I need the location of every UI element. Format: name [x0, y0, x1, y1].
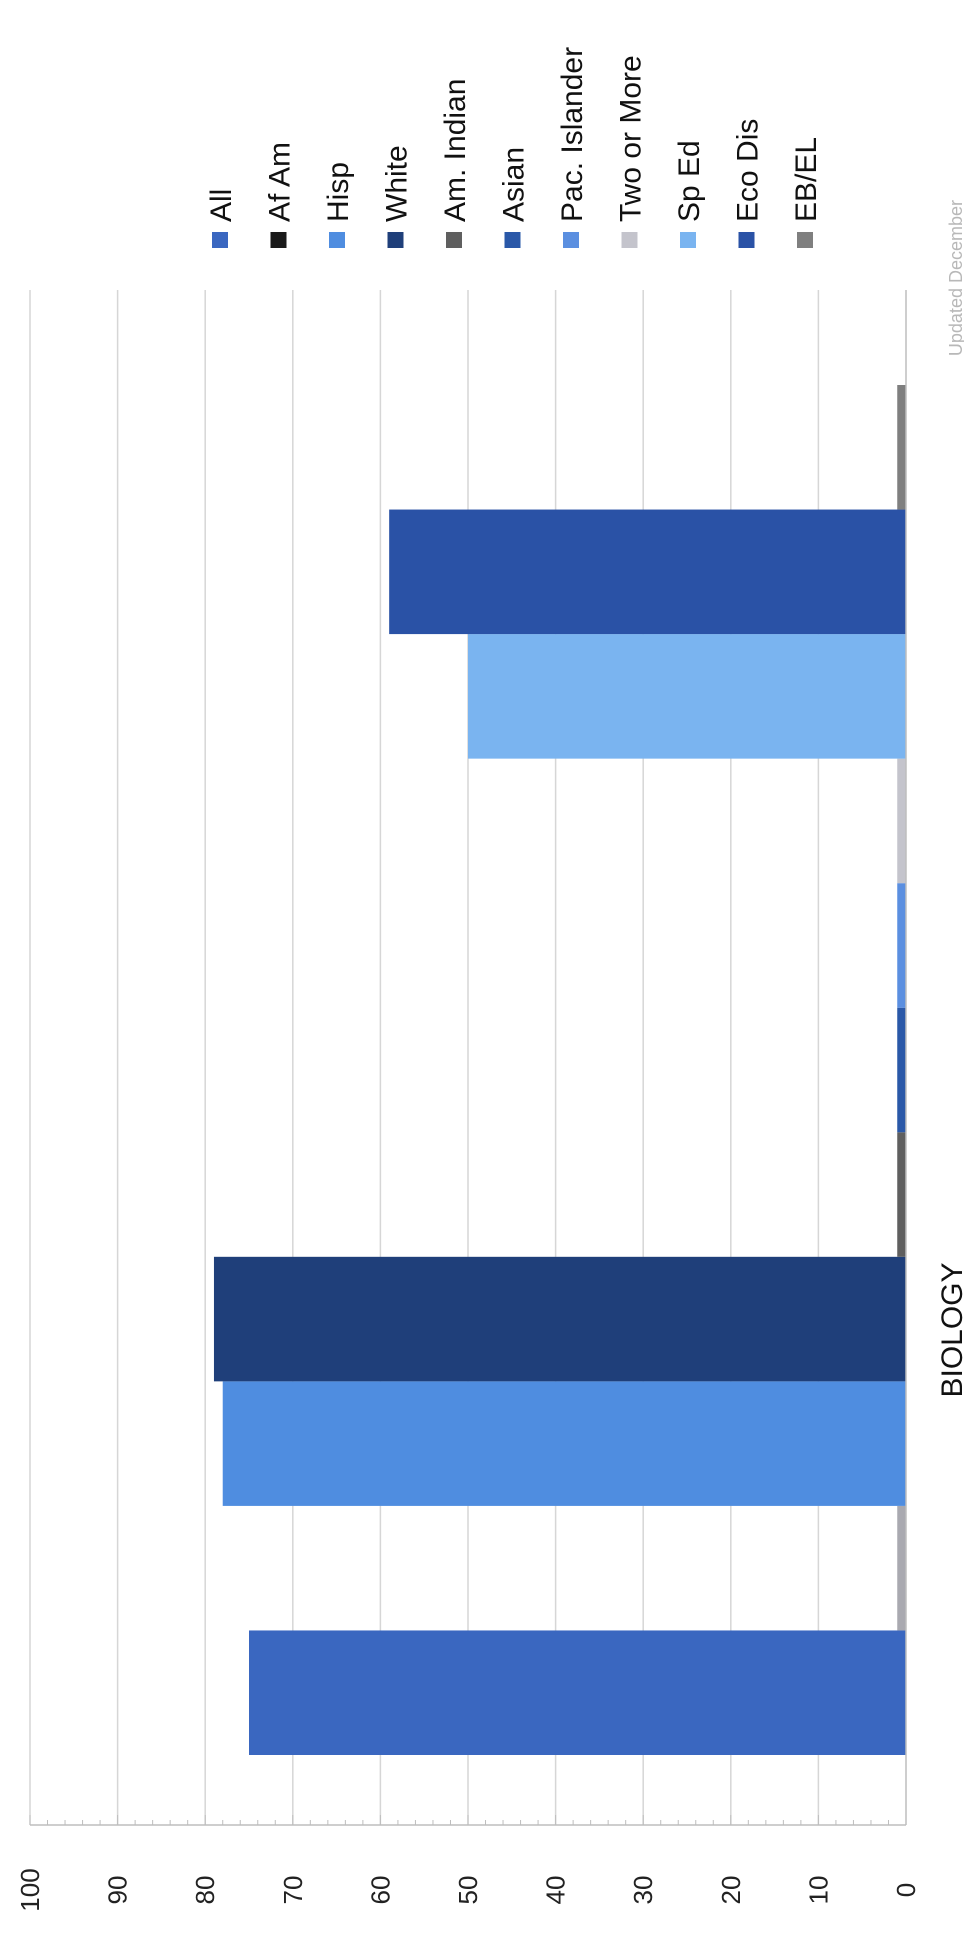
legend-swatch-white [387, 232, 404, 248]
legend-swatch-hisp [329, 232, 345, 248]
legend-label-asian: Asian [498, 147, 531, 222]
legend-label-af-am: Af Am [264, 142, 297, 222]
bar-am-indian [897, 1132, 906, 1257]
legend-label-eco-dis: Eco Dis [732, 119, 765, 222]
bar-asian [897, 1007, 906, 1133]
axis: 0 10 20 30 40 50 60 70 80 90 100 [15, 290, 921, 1912]
y-tick-label: 30 [628, 1876, 658, 1905]
y-tick-label: 50 [453, 1876, 483, 1905]
legend-swatch-pac-islander [563, 232, 579, 248]
y-tick-label: 90 [103, 1876, 133, 1905]
y-tick-label: 70 [278, 1876, 308, 1905]
legend-label-two-or-more: Two or More [615, 55, 648, 222]
bar-white [213, 1256, 906, 1382]
legend-label-hisp: Hisp [322, 162, 355, 222]
y-tick-label: 40 [541, 1876, 571, 1905]
bar-sp-ed [468, 634, 906, 759]
y-tick-label: 20 [716, 1876, 746, 1905]
legend-label-white: White [381, 145, 414, 222]
bar-pac-islander [897, 883, 906, 1008]
legend-label-pac-islander: Pac. Islander [556, 47, 589, 222]
bar-two-or-more [897, 758, 906, 884]
legend-label-all: All [205, 189, 238, 222]
legend-swatch-eb-el [797, 232, 813, 248]
footer-note: Updated December [946, 200, 964, 356]
legend-label-am-indian: Am. Indian [439, 79, 472, 222]
bar-eb-el [897, 385, 906, 510]
legend-swatch-two-or-more [621, 232, 638, 248]
legend-label-eb-el: EB/EL [790, 137, 823, 222]
bar-af-am [897, 1505, 906, 1631]
legend-swatch-sp-ed [680, 232, 696, 248]
bars [213, 385, 907, 1755]
bar-hisp [222, 1381, 907, 1506]
legend-swatch-af-am [270, 232, 287, 248]
legend-swatch-asian [504, 232, 521, 248]
category-label: BIOLOGY [936, 1262, 964, 1397]
legend-label-sp-ed: Sp Ed [673, 140, 706, 222]
y-tick-label: 60 [365, 1876, 395, 1905]
bar-eco-dis [389, 509, 906, 635]
y-tick-label: 0 [891, 1883, 921, 1897]
legend-swatch-eco-dis [738, 232, 755, 248]
bar-all [249, 1630, 906, 1755]
legend-swatch-am-indian [446, 232, 462, 248]
legend: All Af Am Hisp White Am. Indian Asian Pac. Isl… [205, 47, 823, 248]
y-tick-label: 10 [803, 1876, 833, 1905]
legend-swatch-all [212, 232, 228, 248]
y-tick-label: 80 [190, 1876, 220, 1905]
y-tick-label: 100 [15, 1868, 45, 1911]
